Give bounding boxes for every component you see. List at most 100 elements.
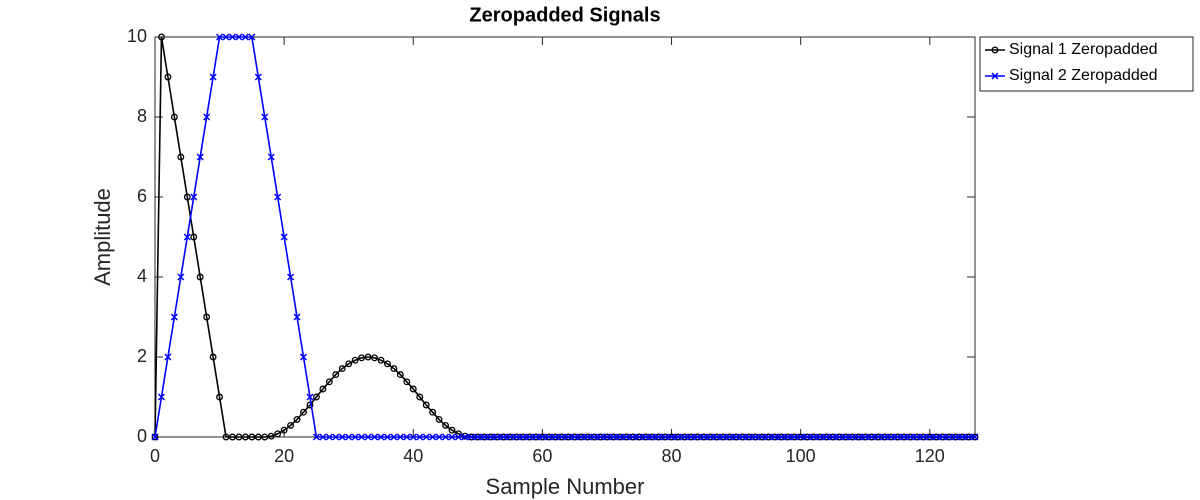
y-tick-label: 10 [127, 26, 147, 46]
x-tick-label: 80 [662, 446, 682, 466]
x-marker [887, 433, 895, 441]
x-marker [648, 433, 656, 441]
x-marker [635, 433, 643, 441]
circle-marker [306, 401, 314, 409]
x-marker [287, 273, 295, 281]
circle-marker [209, 353, 217, 361]
circle-marker [416, 393, 424, 401]
x-marker [810, 433, 818, 441]
x-marker [235, 33, 243, 41]
x-marker [261, 113, 269, 121]
x-marker [538, 433, 546, 441]
x-tick-label: 20 [274, 446, 294, 466]
chart-title: Zeropadded Signals [469, 4, 660, 26]
circle-marker [254, 433, 262, 441]
x-marker [525, 433, 534, 441]
x-marker [764, 433, 772, 441]
x-marker [700, 433, 708, 441]
x-tick-label: 0 [150, 446, 160, 466]
circle-marker [396, 371, 404, 379]
circle-marker [280, 426, 288, 434]
x-marker [571, 433, 579, 441]
x-marker [319, 433, 327, 441]
x-marker [965, 433, 973, 441]
x-marker [338, 433, 346, 441]
x-marker [183, 233, 191, 241]
x-marker [325, 433, 333, 441]
y-tick-label: 0 [137, 426, 147, 446]
circle-marker [403, 378, 411, 386]
x-marker [642, 433, 650, 441]
legend-marker [991, 72, 999, 80]
x-marker [358, 433, 366, 441]
circle-marker [241, 433, 249, 441]
x-marker [416, 433, 424, 441]
x-marker [829, 433, 837, 441]
x-marker [713, 433, 721, 441]
legend-marker [991, 46, 999, 54]
x-marker [170, 313, 178, 321]
circle-marker [409, 385, 417, 393]
circle-marker [203, 313, 211, 321]
x-marker [467, 433, 475, 441]
circle-marker [358, 354, 366, 362]
x-marker [881, 433, 889, 441]
x-marker [584, 433, 592, 441]
x-marker [299, 353, 308, 361]
y-tick-label: 4 [137, 266, 147, 286]
x-marker [551, 433, 559, 441]
circle-marker [164, 73, 172, 81]
circle-marker [338, 365, 346, 373]
x-marker [254, 73, 262, 81]
circle-marker [196, 273, 204, 281]
x-marker [370, 433, 379, 441]
x-tick-label: 40 [403, 446, 423, 466]
circle-marker [274, 430, 282, 438]
x-marker [228, 33, 237, 41]
x-marker [513, 433, 521, 441]
x-marker [596, 433, 605, 441]
x-marker [687, 433, 695, 441]
x-marker [848, 433, 856, 441]
y-tick-label: 6 [137, 186, 147, 206]
x-marker [306, 393, 314, 401]
x-marker [274, 193, 282, 201]
x-marker [893, 433, 902, 441]
circle-marker [422, 401, 430, 409]
circle-marker [170, 113, 178, 121]
x-marker [209, 73, 217, 81]
x-marker [771, 433, 779, 441]
x-marker [874, 433, 882, 441]
x-marker [312, 433, 320, 441]
x-marker [429, 433, 437, 441]
x-marker [442, 433, 450, 441]
x-marker [784, 433, 792, 441]
x-marker [151, 433, 159, 441]
x-marker [919, 433, 927, 441]
x-marker [758, 433, 766, 441]
circle-marker [177, 153, 185, 161]
x-marker [545, 433, 553, 441]
x-marker [842, 433, 850, 441]
x-marker [377, 433, 385, 441]
x-marker [190, 193, 198, 201]
x-marker [926, 433, 934, 441]
x-marker [822, 433, 831, 441]
x-marker [396, 433, 404, 441]
x-marker [668, 433, 676, 441]
x-marker [487, 433, 495, 441]
x-marker [383, 433, 391, 441]
x-marker [616, 433, 624, 441]
x-marker [332, 433, 340, 441]
x-marker [558, 433, 566, 441]
x-marker [868, 433, 876, 441]
x-marker [157, 393, 165, 401]
x-marker [280, 233, 288, 241]
circle-marker [383, 360, 391, 368]
x-marker [222, 33, 230, 41]
circle-marker [235, 433, 243, 441]
circle-marker [158, 33, 165, 41]
x-marker [345, 433, 353, 441]
x-marker [409, 433, 417, 441]
